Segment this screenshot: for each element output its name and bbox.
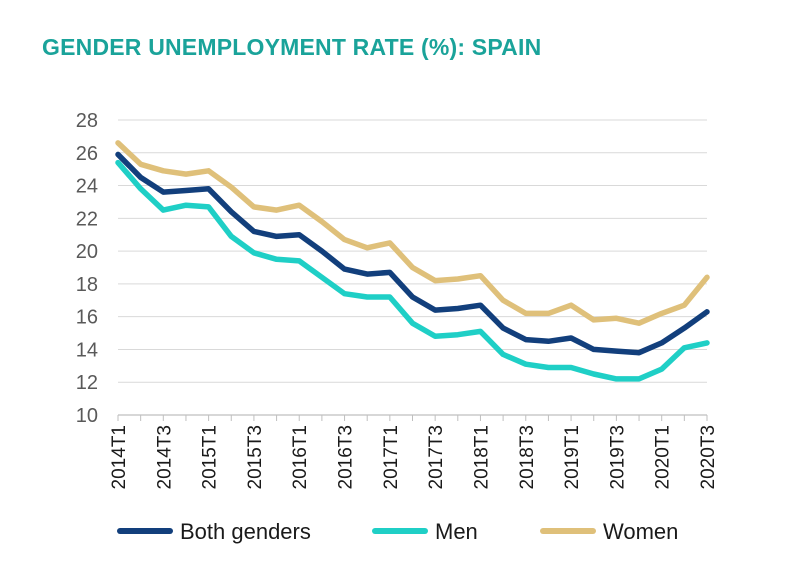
series-lines (115, 140, 710, 382)
y-tick-label-24: 24 (76, 176, 98, 198)
x-tick-label-2020T3: 2020T3 (698, 425, 719, 489)
gridlines (118, 119, 707, 383)
x-tick-label-2015T1: 2015T1 (200, 425, 221, 489)
x-tick-label-2019T3: 2019T3 (607, 425, 628, 489)
series-line-women (115, 140, 710, 326)
chart-title: GENDER UNEMPLOYMENT RATE (%): SPAIN (42, 34, 542, 60)
series-line-both-genders (115, 151, 710, 356)
x-tick-label-2020T1: 2020T1 (653, 425, 674, 489)
legend: Both genders Men Women (117, 519, 678, 544)
x-tick-label-2016T1: 2016T1 (290, 425, 311, 489)
y-tick-label-26: 26 (76, 143, 98, 165)
x-tick-labels: 2014T1 2014T3 2015T1 2015T3 2016T1 2016T3 2017… (109, 425, 719, 489)
x-tick-label-2015T3: 2015T3 (245, 425, 266, 489)
x-tick-label-2019T1: 2019T1 (562, 425, 583, 489)
y-tick-label-20: 20 (76, 241, 98, 263)
x-tick-label-2018T3: 2018T3 (517, 425, 538, 489)
x-tick-label-2018T1: 2018T1 (471, 425, 492, 489)
x-tick-label-2017T3: 2017T3 (426, 425, 447, 489)
y-tick-label-12: 12 (76, 372, 98, 394)
x-tick-label-2017T1: 2017T1 (381, 425, 402, 489)
y-tick-label-18: 18 (76, 274, 98, 296)
y-tick-label-28: 28 (76, 110, 98, 132)
legend-label-both-genders: Both genders (180, 519, 311, 544)
y-tick-label-14: 14 (76, 339, 98, 361)
axes (117, 414, 708, 421)
series-line-men (115, 159, 710, 382)
y-tick-labels: 10 12 14 16 18 20 22 24 26 28 (76, 110, 98, 427)
x-tick-label-2014T1: 2014T1 (109, 425, 130, 489)
legend-label-men: Men (435, 519, 478, 544)
x-tick-label-2014T3: 2014T3 (154, 425, 175, 489)
legend-label-women: Women (603, 519, 678, 544)
y-tick-label-22: 22 (76, 208, 98, 230)
y-tick-label-10: 10 (76, 405, 98, 427)
x-tick-label-2016T3: 2016T3 (336, 425, 357, 489)
y-tick-label-16: 16 (76, 307, 98, 329)
